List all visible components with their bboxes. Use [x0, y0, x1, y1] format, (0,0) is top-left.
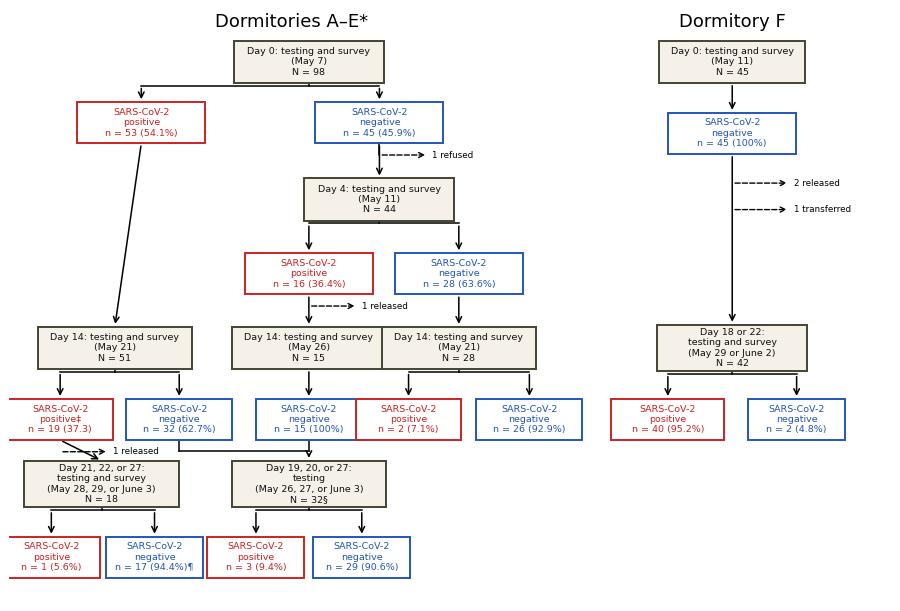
Text: SARS-CoV-2
positive
n = 40 (95.2%): SARS-CoV-2 positive n = 40 (95.2%)	[632, 404, 704, 434]
Text: SARS-CoV-2
negative
n = 26 (92.9%): SARS-CoV-2 negative n = 26 (92.9%)	[493, 404, 565, 434]
Text: 2 released: 2 released	[794, 178, 840, 188]
Text: Day 0: testing and survey
(May 7)
N = 98: Day 0: testing and survey (May 7) N = 98	[248, 47, 371, 76]
FancyBboxPatch shape	[106, 536, 203, 578]
Text: Day 19, 20, or 27:
testing
(May 26, 27, or June 3)
N = 32§: Day 19, 20, or 27: testing (May 26, 27, …	[255, 464, 364, 504]
Text: 1 released: 1 released	[362, 302, 408, 310]
FancyBboxPatch shape	[395, 253, 523, 295]
Text: Day 14: testing and survey
(May 26)
N = 15: Day 14: testing and survey (May 26) N = …	[245, 333, 374, 363]
Text: SARS-CoV-2
negative
n = 45 (45.9%): SARS-CoV-2 negative n = 45 (45.9%)	[343, 108, 416, 137]
Text: SARS-CoV-2
positive
n = 53 (54.1%): SARS-CoV-2 positive n = 53 (54.1%)	[105, 108, 177, 137]
FancyBboxPatch shape	[304, 178, 454, 221]
FancyBboxPatch shape	[7, 399, 113, 440]
Text: SARS-CoV-2
negative
n = 32 (62.7%): SARS-CoV-2 negative n = 32 (62.7%)	[143, 404, 215, 434]
Text: SARS-CoV-2
negative
n = 15 (100%): SARS-CoV-2 negative n = 15 (100%)	[274, 404, 344, 434]
Text: SARS-CoV-2
positive
n = 3 (9.4%): SARS-CoV-2 positive n = 3 (9.4%)	[226, 543, 286, 572]
Text: Day 21, 22, or 27:
testing and survey
(May 28, 29, or June 3)
N = 18: Day 21, 22, or 27: testing and survey (M…	[48, 464, 156, 504]
FancyBboxPatch shape	[3, 536, 100, 578]
FancyBboxPatch shape	[611, 399, 724, 440]
FancyBboxPatch shape	[207, 536, 304, 578]
Text: SARS-CoV-2
negative
n = 29 (90.6%): SARS-CoV-2 negative n = 29 (90.6%)	[326, 543, 398, 572]
FancyBboxPatch shape	[77, 102, 205, 144]
FancyBboxPatch shape	[245, 253, 373, 295]
Text: Dormitory F: Dormitory F	[679, 13, 786, 31]
FancyBboxPatch shape	[660, 40, 805, 83]
Text: Day 0: testing and survey
(May 11)
N = 45: Day 0: testing and survey (May 11) N = 4…	[670, 47, 794, 76]
FancyBboxPatch shape	[382, 327, 536, 369]
FancyBboxPatch shape	[231, 327, 386, 369]
Text: SARS-CoV-2
positive‡
n = 19 (37.3): SARS-CoV-2 positive‡ n = 19 (37.3)	[28, 404, 92, 434]
Text: 1 released: 1 released	[113, 447, 159, 456]
Text: Day 18 or 22:
testing and survey
(May 29 or June 2)
N = 42: Day 18 or 22: testing and survey (May 29…	[688, 327, 777, 368]
FancyBboxPatch shape	[476, 399, 582, 440]
FancyBboxPatch shape	[126, 399, 232, 440]
FancyBboxPatch shape	[356, 399, 462, 440]
Text: Day 14: testing and survey
(May 21)
N = 28: Day 14: testing and survey (May 21) N = …	[394, 333, 523, 363]
Text: SARS-CoV-2
negative
n = 2 (4.8%): SARS-CoV-2 negative n = 2 (4.8%)	[767, 404, 827, 434]
FancyBboxPatch shape	[256, 399, 362, 440]
FancyBboxPatch shape	[38, 327, 192, 369]
Text: SARS-CoV-2
negative
n = 28 (63.6%): SARS-CoV-2 negative n = 28 (63.6%)	[422, 259, 495, 288]
FancyBboxPatch shape	[231, 461, 386, 507]
Text: 1 refused: 1 refused	[432, 150, 473, 159]
Text: Day 14: testing and survey
(May 21)
N = 51: Day 14: testing and survey (May 21) N = …	[50, 333, 179, 363]
Text: Day 4: testing and survey
(May 11)
N = 44: Day 4: testing and survey (May 11) N = 4…	[318, 185, 441, 214]
FancyBboxPatch shape	[657, 324, 807, 371]
FancyBboxPatch shape	[234, 40, 384, 83]
Text: SARS-CoV-2
positive
n = 1 (5.6%): SARS-CoV-2 positive n = 1 (5.6%)	[21, 543, 82, 572]
FancyBboxPatch shape	[313, 536, 410, 578]
Text: Dormitories A–E*: Dormitories A–E*	[215, 13, 368, 31]
FancyBboxPatch shape	[24, 461, 179, 507]
FancyBboxPatch shape	[669, 112, 796, 154]
Text: SARS-CoV-2
negative
n = 17 (94.4%)¶: SARS-CoV-2 negative n = 17 (94.4%)¶	[115, 543, 194, 572]
FancyBboxPatch shape	[316, 102, 444, 144]
Text: SARS-CoV-2
positive
n = 16 (36.4%): SARS-CoV-2 positive n = 16 (36.4%)	[273, 259, 346, 288]
FancyBboxPatch shape	[748, 399, 845, 440]
Text: SARS-CoV-2
negative
n = 45 (100%): SARS-CoV-2 negative n = 45 (100%)	[698, 119, 767, 148]
Text: 1 transferred: 1 transferred	[794, 205, 851, 214]
Text: SARS-CoV-2
positive
n = 2 (7.1%): SARS-CoV-2 positive n = 2 (7.1%)	[378, 404, 439, 434]
